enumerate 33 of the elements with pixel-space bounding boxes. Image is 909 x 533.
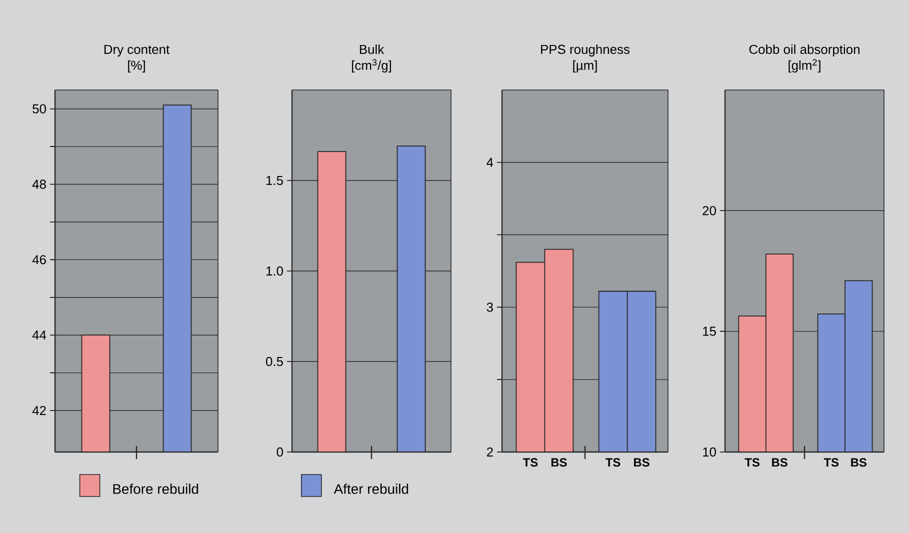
chart-subtitle: [%]: [128, 60, 145, 72]
y-tick-label: 50: [32, 104, 46, 114]
y-tick-label: 4: [486, 158, 494, 167]
chart-title: Dry content: [104, 44, 170, 57]
legend-label: After rebuild: [334, 484, 408, 494]
y-tick-label: 1.0: [266, 266, 283, 276]
chart-title: Cobb oil absorption: [749, 44, 860, 57]
legend-label: Before rebuild: [113, 484, 198, 494]
x-tick-label: BS: [551, 458, 567, 467]
x-tick-label: BS: [772, 458, 788, 467]
chart-subtitle: [µm]: [573, 60, 597, 72]
y-tick-label: 1.5: [266, 176, 283, 185]
y-tick-label: 2: [486, 447, 493, 457]
chart-title: PPS roughness: [541, 44, 630, 57]
y-tick-label: 15: [703, 326, 716, 336]
x-tick-label: BS: [851, 458, 866, 467]
x-tick-label: TS: [744, 458, 760, 467]
y-tick-label: 0.5: [266, 356, 283, 366]
x-tick-label: TS: [606, 458, 620, 467]
chart-subtitle: [cm$^{3}$/g]: [352, 59, 391, 72]
x-tick-label: TS: [824, 458, 839, 467]
y-tick-label: 48: [32, 180, 46, 189]
y-tick-label: 42: [32, 406, 46, 416]
y-tick-label: 46: [32, 255, 46, 264]
chart-title: Bulk: [360, 44, 384, 54]
chart-subtitle: [glm$^{2}$]: [788, 59, 820, 72]
x-tick-label: BS: [634, 458, 650, 467]
y-tick-label: 44: [32, 330, 46, 340]
y-tick-label: 0: [276, 447, 283, 457]
y-tick-label: 3: [486, 302, 493, 312]
x-tick-label: TS: [522, 458, 538, 467]
y-tick-label: 10: [703, 447, 716, 457]
y-tick-label: 20: [702, 206, 716, 216]
